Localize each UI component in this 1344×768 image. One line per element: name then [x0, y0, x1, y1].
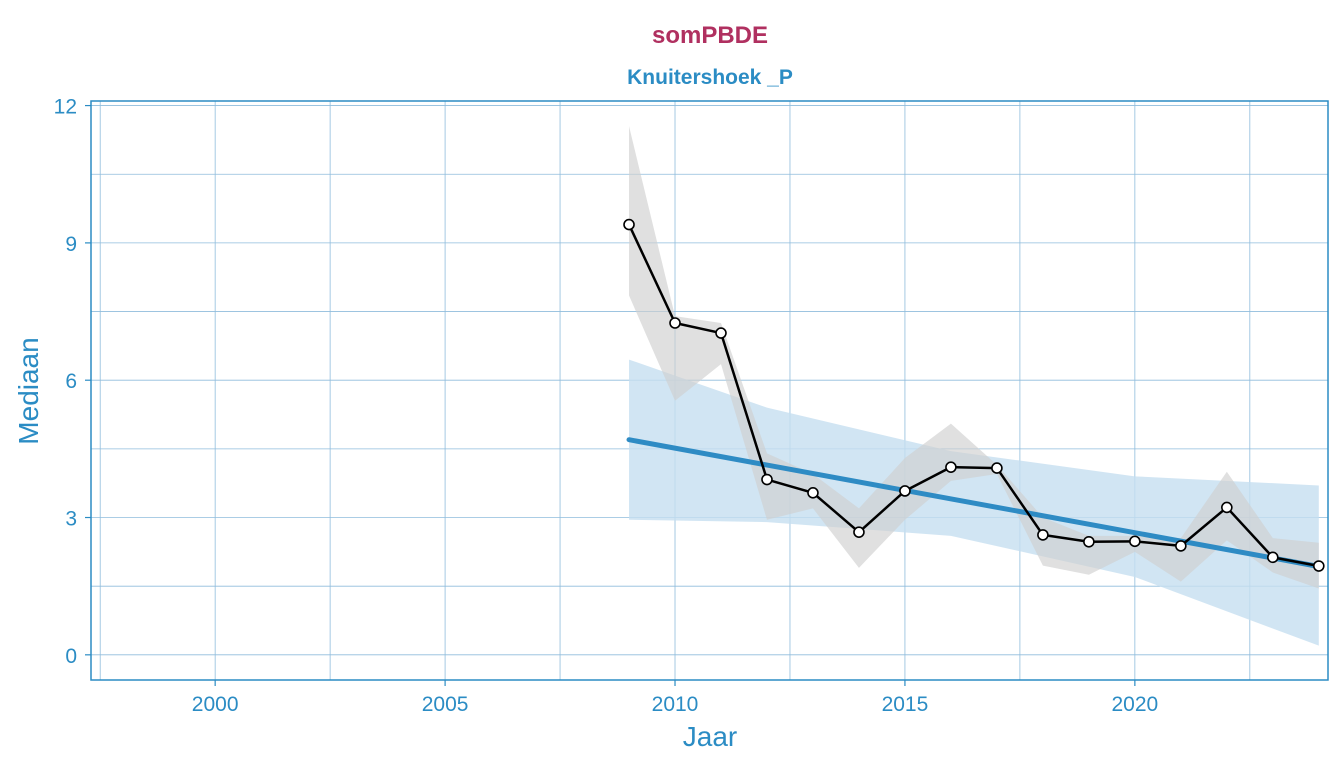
data-point-2020 [1129, 535, 1141, 548]
median-line [627, 224, 1320, 568]
x-tick-label: 2020 [1112, 693, 1159, 716]
trend-line-group [626, 437, 1322, 569]
data-point-2023 [1267, 551, 1279, 564]
x-tick-label: 2000 [192, 693, 239, 716]
data-point-2016 [945, 461, 957, 473]
chart-title: somPBDE [651, 22, 769, 49]
data-point-2013 [807, 486, 819, 499]
y-axis-label: Mediaan [13, 337, 44, 444]
x-tick-label: 2005 [422, 693, 469, 716]
data-point-2017 [991, 462, 1003, 474]
data-point-2018 [1037, 529, 1049, 541]
y-tick-label: 6 [65, 370, 77, 393]
trend-line [626, 437, 1322, 569]
x-tick-label: 2015 [882, 693, 929, 716]
y-tick-label: 12 [54, 96, 77, 119]
data-point-2024 [1313, 560, 1325, 572]
median-points [623, 218, 1325, 572]
x-axis-label: Jaar [683, 721, 737, 752]
x-tick-label: 2010 [652, 693, 699, 716]
y-tick-label: 3 [65, 508, 77, 531]
x-axis: 2000 2005 2010 2015 2020 [192, 680, 1158, 716]
plot-border [90, 100, 1329, 681]
data-point-2019 [1083, 535, 1095, 548]
data-point-2011 [715, 327, 727, 339]
chart-subtitle: Knuitershoek _P [627, 66, 793, 89]
plot-frame [90, 100, 1329, 681]
y-tick-label: 0 [65, 645, 77, 668]
y-tick-label: 9 [65, 233, 77, 256]
data-point-2009 [623, 218, 635, 231]
data-point-2012 [761, 473, 773, 486]
data-point-2010 [669, 317, 681, 329]
data-point-2014 [853, 526, 865, 538]
median-line-group [627, 224, 1320, 568]
data-point-2021 [1175, 540, 1187, 552]
y-axis: 0 3 6 9 12 [54, 96, 91, 668]
data-point-2015 [899, 485, 911, 497]
data-point-2022 [1221, 501, 1233, 514]
